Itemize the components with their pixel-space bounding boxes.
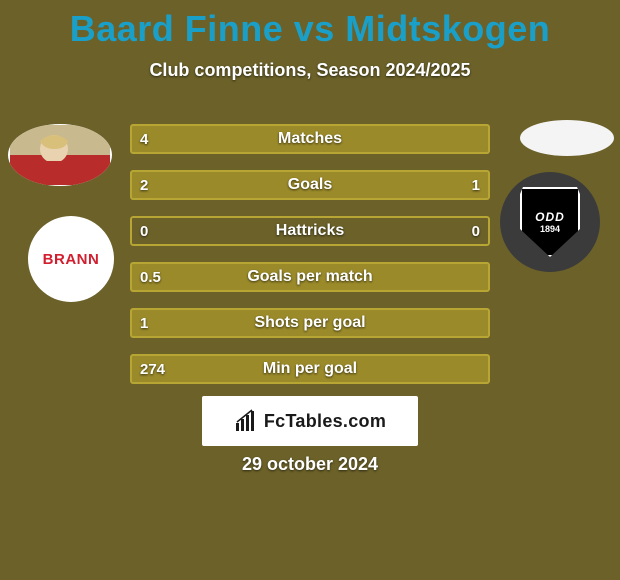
stat-value-left: 1 (140, 315, 148, 332)
stat-row: Goals 2 1 (130, 170, 490, 200)
branding-text: FcTables.com (264, 411, 386, 432)
stat-label: Hattricks (276, 222, 344, 240)
stat-row: Matches 4 (130, 124, 490, 154)
stat-row: Min per goal 274 (130, 354, 490, 384)
stat-label: Goals (288, 176, 332, 194)
comparison-card: Baard Finne vs Midtskogen Club competiti… (0, 0, 620, 580)
stat-value-left: 4 (140, 131, 148, 148)
stat-fill-left (130, 170, 371, 200)
player-left-photo (8, 124, 112, 186)
stat-value-left: 274 (140, 361, 165, 378)
stat-value-left: 0 (140, 223, 148, 240)
stat-value-left: 0.5 (140, 269, 161, 286)
stat-label: Goals per match (247, 268, 372, 286)
stat-row: Hattricks 0 0 (130, 216, 490, 246)
stat-value-right: 0 (472, 223, 480, 240)
chart-icon (234, 409, 258, 433)
branding-badge: FcTables.com (202, 396, 418, 446)
stat-label: Shots per goal (254, 314, 365, 332)
stats-table: Matches 4 Goals 2 1 Hattricks 0 0 Goals per matc… (130, 124, 490, 400)
stat-value-left: 2 (140, 177, 148, 194)
date-label: 29 october 2024 (242, 454, 378, 475)
stat-label: Min per goal (263, 360, 357, 378)
stat-value-right: 1 (472, 177, 480, 194)
stat-row: Shots per goal 1 (130, 308, 490, 338)
team-left-name: BRANN (43, 251, 100, 268)
team-left-logo: BRANN (28, 216, 114, 302)
stat-label: Matches (278, 130, 342, 148)
subtitle: Club competitions, Season 2024/2025 (0, 60, 620, 81)
page-title: Baard Finne vs Midtskogen (0, 0, 620, 50)
team-right-name: ODD (535, 210, 565, 224)
team-right-year: 1894 (540, 224, 560, 234)
player-right-photo (520, 120, 614, 156)
stat-row: Goals per match 0.5 (130, 262, 490, 292)
team-right-logo: ODD 1894 (500, 172, 600, 272)
